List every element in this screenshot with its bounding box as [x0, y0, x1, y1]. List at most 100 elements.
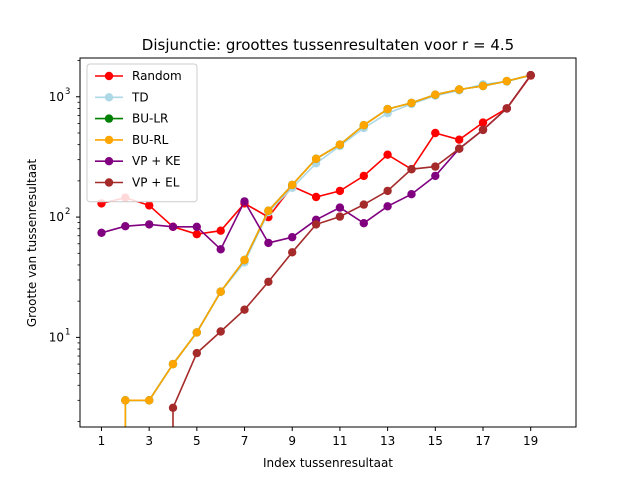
data-point	[478, 118, 488, 127]
legend: Random TD BU-LR BU-RL VP + KE VP + EL	[86, 63, 198, 203]
y-axis-label: Grootte van tussenresultaat	[25, 159, 39, 328]
legend-label: BU-RL	[132, 133, 169, 147]
data-point	[145, 201, 154, 210]
data-point	[478, 125, 488, 135]
legend-swatch-marker	[104, 157, 114, 166]
data-point	[240, 197, 249, 206]
data-point	[455, 135, 464, 144]
y-tick-label: 10	[49, 330, 64, 344]
data-point	[168, 403, 178, 412]
x-tick-label: 1	[98, 434, 106, 448]
data-point	[431, 128, 440, 138]
data-point	[240, 305, 249, 314]
series-vp-el	[168, 71, 535, 427]
legend-entry: BU-RL	[95, 133, 169, 147]
y-tick-label: 10	[49, 90, 64, 104]
x-tick-label: 3	[145, 434, 153, 448]
data-point	[97, 228, 106, 237]
legend-swatch-marker	[104, 114, 114, 123]
data-point	[431, 171, 440, 181]
data-point	[407, 165, 416, 174]
y-tick-exponent: 3	[65, 87, 70, 97]
y-tick-exponent: 2	[65, 207, 70, 217]
data-point	[192, 348, 201, 358]
x-tick-label: 17	[475, 434, 490, 448]
series-bu-rl	[121, 71, 535, 427]
x-tick-label: 7	[241, 434, 249, 448]
legend-label: BU-LR	[132, 112, 168, 126]
legend-entry: TD	[95, 90, 149, 104]
data-point	[264, 206, 273, 215]
data-point	[431, 90, 440, 99]
x-tick-label: 13	[380, 434, 395, 448]
legend-label: TD	[131, 90, 149, 104]
data-point	[145, 396, 154, 405]
data-point	[502, 104, 511, 113]
data-point	[168, 359, 178, 369]
data-point	[288, 248, 297, 257]
data-point	[526, 71, 535, 80]
data-point	[121, 396, 130, 405]
data-point	[216, 287, 225, 296]
data-point	[311, 192, 321, 202]
data-point	[383, 150, 392, 159]
data-point	[216, 245, 225, 254]
data-point	[311, 220, 321, 229]
data-point	[216, 327, 225, 336]
data-point	[192, 328, 201, 337]
x-tick-label: 15	[428, 434, 443, 448]
data-point	[407, 98, 416, 108]
y-tick-exponent: 1	[65, 327, 70, 337]
data-point	[288, 233, 297, 242]
data-point	[335, 140, 345, 149]
x-tick-label: 9	[288, 434, 296, 448]
data-point	[455, 144, 464, 153]
data-point	[359, 121, 368, 130]
x-axis: 1 3 5 7 9 11 13 15 17 19	[98, 427, 538, 448]
data-point	[192, 222, 201, 231]
data-point	[383, 104, 392, 114]
legend-label: VP + KE	[132, 154, 181, 168]
plot-frame	[79, 57, 577, 428]
data-point	[145, 220, 154, 229]
legend-swatch-marker	[104, 178, 114, 187]
data-point	[359, 200, 368, 209]
legend-entry: VP + EL	[95, 176, 180, 190]
data-point	[288, 180, 297, 190]
chart-title: Disjunctie: groottes tussenresultaten vo…	[142, 36, 514, 54]
data-point	[168, 222, 178, 231]
legend-swatch-marker	[104, 135, 114, 145]
data-point	[264, 277, 273, 286]
x-axis-label: Index tussenresultaat	[263, 456, 393, 470]
data-point	[478, 81, 488, 91]
legend-box	[86, 63, 198, 203]
data-point	[264, 238, 273, 248]
data-point	[335, 203, 345, 212]
data-point	[455, 85, 464, 94]
legend-entry: VP + KE	[95, 154, 181, 168]
data-point	[359, 219, 368, 228]
data-point	[216, 226, 225, 235]
data-point	[383, 202, 392, 211]
data-point	[335, 212, 345, 221]
legend-entry: Random	[95, 69, 182, 83]
data-point	[311, 154, 321, 163]
data-point	[407, 190, 416, 199]
data-point	[192, 230, 201, 239]
legend-label: VP + EL	[132, 176, 180, 190]
data-point	[335, 186, 345, 196]
data-point	[502, 76, 511, 86]
x-tick-label: 5	[193, 434, 201, 448]
data-point	[240, 255, 249, 265]
legend-swatch-marker	[104, 71, 114, 81]
legend-swatch-marker	[104, 93, 114, 102]
series-layer	[97, 71, 535, 427]
x-tick-label: 11	[332, 434, 347, 448]
data-point	[383, 186, 392, 196]
data-point	[431, 162, 440, 171]
data-point	[121, 222, 130, 231]
legend-entry: BU-LR	[95, 112, 168, 126]
y-tick-label: 10	[49, 210, 64, 224]
